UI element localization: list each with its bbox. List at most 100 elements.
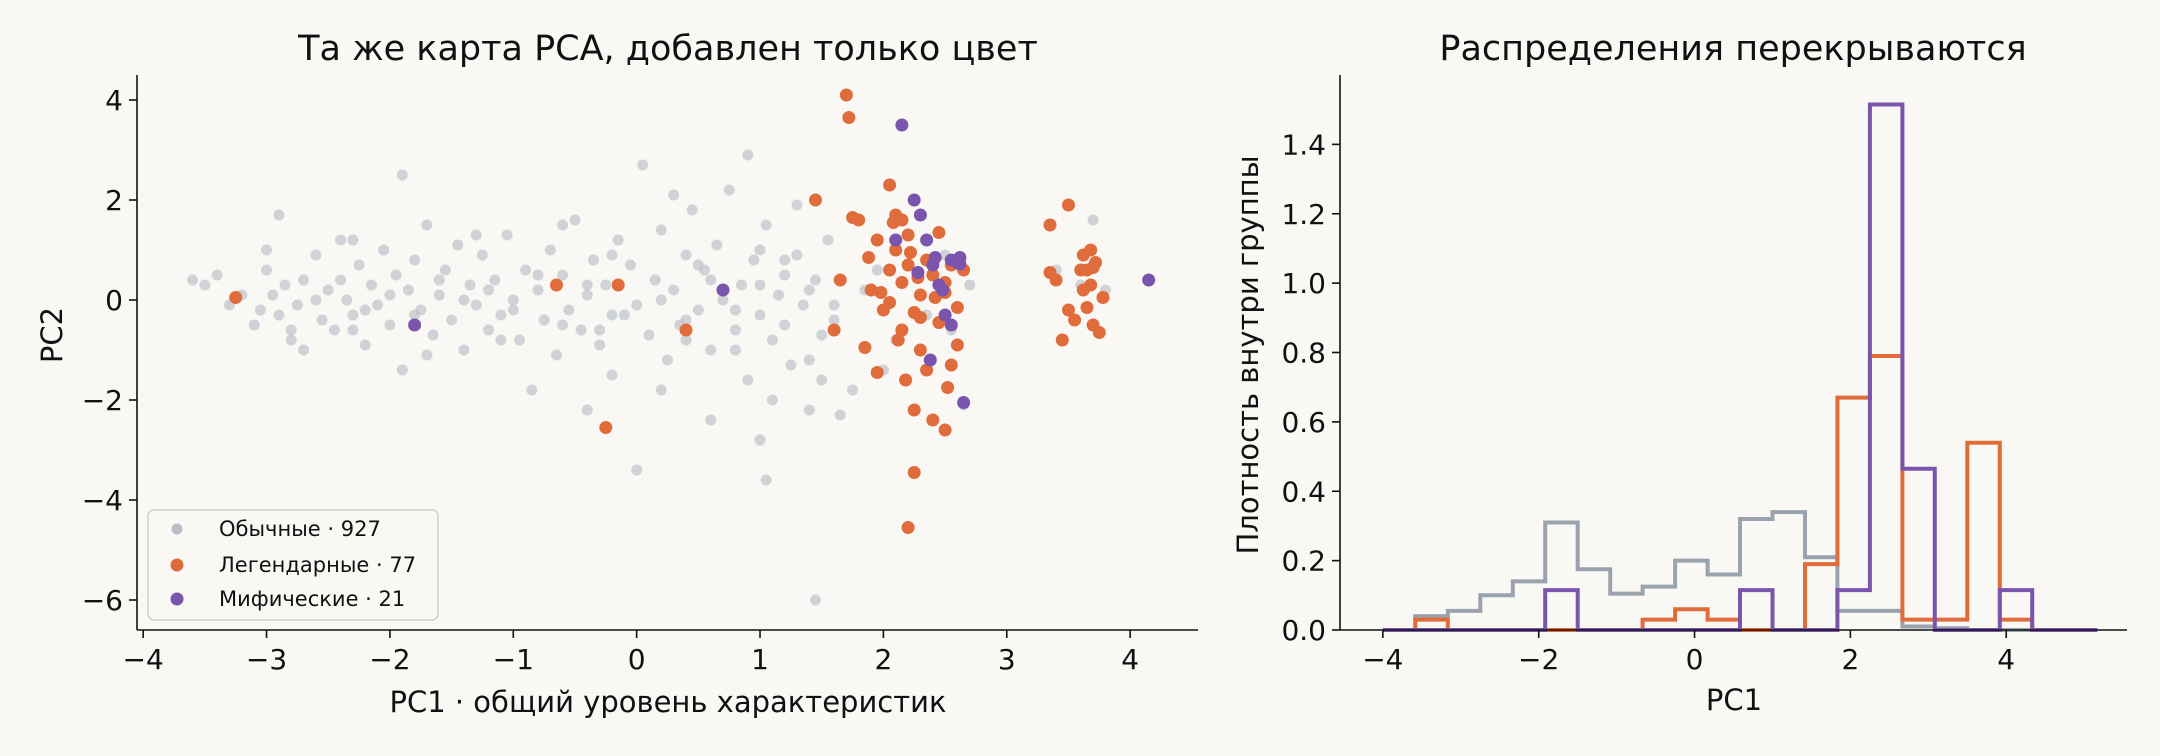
scatter-point-common [871,264,883,276]
scatter-point-common [446,314,458,326]
scatter-point-common [662,354,673,366]
scatter-point-common [810,274,821,286]
scatter-point-common [581,279,593,291]
scatter-point-common [458,294,470,306]
histogram-y-tick-label: 1.2 [1281,198,1326,231]
scatter-point-common [390,269,402,281]
legend-marker-legendary [170,558,184,572]
scatter-point-legendary [229,291,243,304]
scatter-point-common [285,334,297,346]
scatter-point-common [261,264,272,276]
scatter-point-common [1087,214,1099,226]
scatter-point-legendary [1084,243,1098,257]
scatter-point-common [557,219,569,231]
scatter-point-mythical [923,353,937,367]
scatter-x-tick-label: −1 [493,643,534,676]
scatter-y-tick-label: −4 [82,484,123,517]
scatter-point-common [384,319,396,331]
scatter-point-common [754,309,766,321]
scatter-point-common [680,314,692,326]
scatter-point-mythical [957,396,971,409]
legend-frame [147,509,439,621]
scatter-point-common [378,244,390,256]
scatter-x-tick-label: 4 [1121,643,1139,676]
histogram-x-tick-label: −4 [1362,643,1403,676]
scatter-point-common [816,329,828,341]
scatter-point-common [563,304,575,316]
scatter-point-common [439,264,451,276]
scatter-points [187,88,1156,606]
scatter-point-legendary [827,323,841,337]
scatter-point-common [742,374,754,386]
scatter-point-common [606,369,618,381]
scatter-point-common [520,264,532,276]
histogram-y-axis-label: Плотность внутри группы [1231,155,1265,554]
scatter-point-common [464,279,476,291]
scatter-point-legendary [852,213,866,227]
scatter-point-common [347,234,359,246]
scatter-point-common [779,269,791,281]
scatter-point-legendary [889,243,903,257]
scatter-point-legendary [895,323,909,337]
scatter-point-common [483,324,495,336]
scatter-point-common [760,474,772,486]
scatter-point-common [803,284,815,296]
scatter-point-common [551,349,562,361]
scatter-point-common [649,274,661,286]
scatter-point-common [625,259,636,271]
scatter-point-common [470,299,482,311]
scatter-point-common [273,209,285,221]
scatter-point-legendary [901,228,915,242]
scatter-point-common [655,224,667,236]
scatter-point-common [310,294,322,306]
scatter-point-common [705,274,717,286]
scatter-point-mythical [928,251,942,264]
scatter-point-legendary [842,111,856,124]
scatter-point-common [347,309,359,321]
scatter-point-legendary [862,251,876,264]
scatter-point-mythical [953,257,967,271]
scatter-point-common [470,229,482,241]
scatter-point-common [507,294,519,306]
scatter-point-common [754,244,766,256]
scatter-point-common [433,289,445,301]
scatter-point-common [692,304,704,316]
scatter-x-axis-label: PC1 · общий уровень характеристик [389,685,946,719]
scatter-point-legendary [1076,283,1090,297]
scatter-point-common [810,594,821,606]
scatter-point-common [729,324,741,336]
scatter-point-mythical [944,318,958,332]
scatter-point-common [773,289,784,301]
scatter-x-tick-label: −3 [246,643,287,676]
scatter-point-common [544,244,556,256]
scatter-point-common [729,344,741,356]
histogram-title: Распределения перекрываются [1439,29,2026,69]
scatter-point-legendary [895,276,909,289]
scatter-point-mythical [913,208,927,222]
scatter-point-common [847,384,859,396]
scatter-point-legendary [858,341,872,354]
scatter-point-legendary [883,178,897,192]
scatter-point-legendary [907,403,921,417]
scatter-point-common [692,259,704,271]
scatter-point-legendary [913,311,927,324]
scatter-y-tick-label: 0 [105,284,123,317]
histogram-y-tick-label: 0.0 [1281,614,1326,647]
histogram-ticks: −4 −2 0 2 4 0.0 0.2 0.4 0.6 0.8 1.0 1.2 1.4 [1281,128,2015,676]
scatter-point-legendary [809,193,822,207]
scatter-point-common [742,149,754,161]
scatter-point-common [569,214,581,226]
scatter-point-common [760,219,772,231]
scatter-point-common [452,239,464,251]
histogram-panel: Распределения перекрываются PC1 Плотност… [1231,29,2127,717]
scatter-point-legendary [944,358,958,372]
scatter-point-common [298,274,310,286]
legend-marker-common [171,523,183,535]
scatter-point-common [557,269,569,281]
scatter-point-common [766,394,778,406]
scatter-y-tick-label: −2 [82,384,123,417]
scatter-point-legendary [1049,273,1063,287]
scatter-point-legendary [1092,326,1106,339]
scatter-point-common [359,304,371,316]
scatter-point-common [532,269,544,281]
